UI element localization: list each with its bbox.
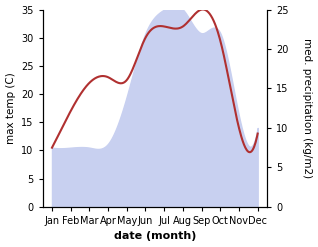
Y-axis label: max temp (C): max temp (C) xyxy=(5,72,16,144)
Y-axis label: med. precipitation (kg/m2): med. precipitation (kg/m2) xyxy=(302,38,313,178)
X-axis label: date (month): date (month) xyxy=(114,231,196,242)
